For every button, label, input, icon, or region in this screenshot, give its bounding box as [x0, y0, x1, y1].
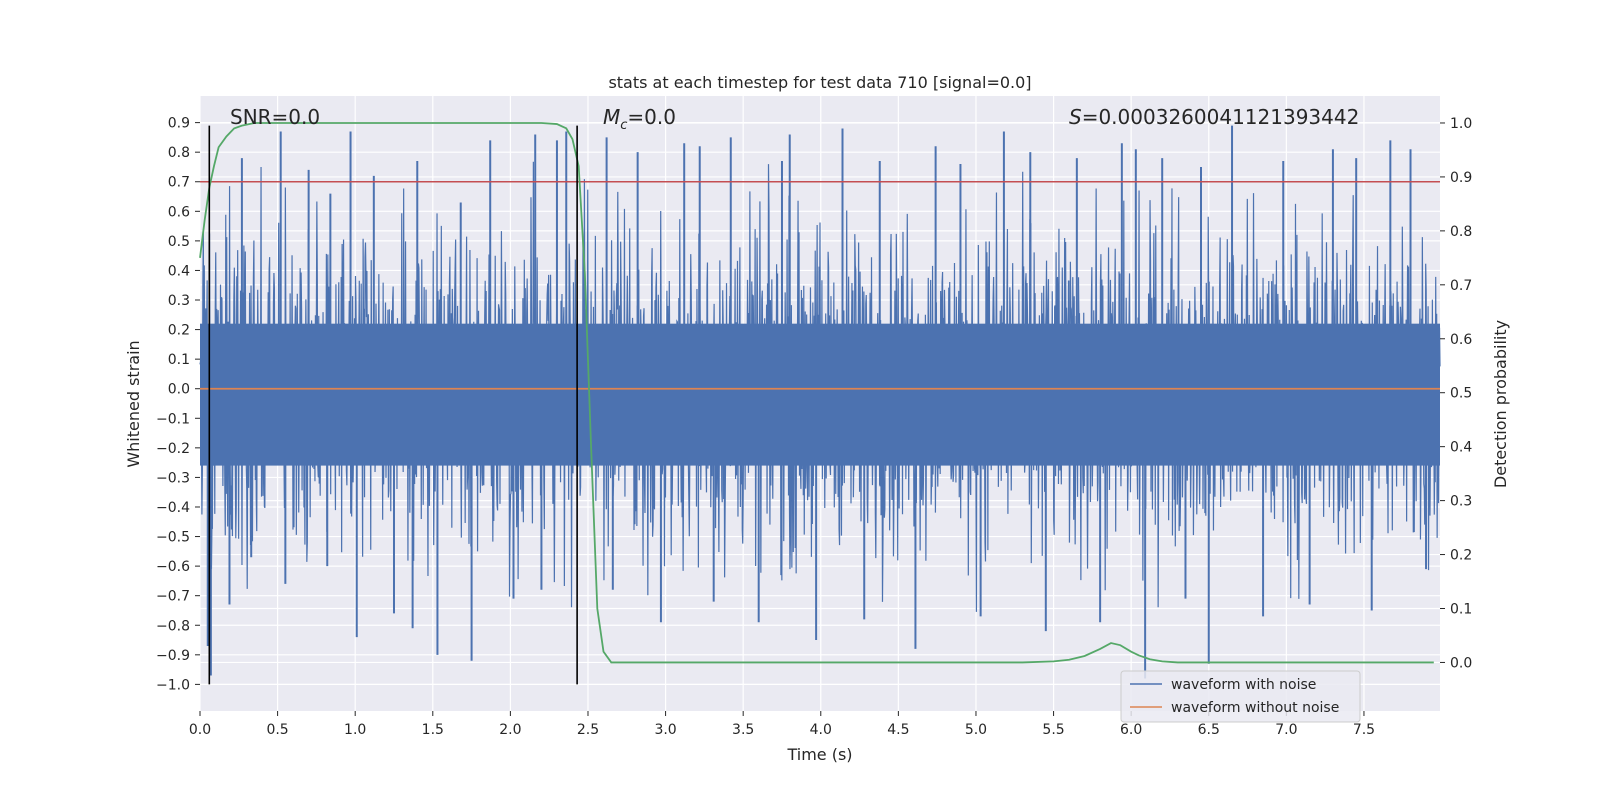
x-axis-title: Time (s): [786, 745, 852, 764]
y2-tick-label: 0.3: [1450, 494, 1472, 510]
y2-tick-label: 0.4: [1450, 440, 1472, 456]
x-tick-label: 6.0: [1120, 722, 1142, 738]
y-axis-left: 0.9 0.8 0.7 0.6 0.5 0.4 0.3 0.2 0.1 0.0 −0.1 −0.2 −0…: [156, 116, 200, 693]
x-tick-label: 4.5: [887, 722, 909, 738]
x-tick-label: 0.0: [189, 722, 211, 738]
x-tick-label: 3.5: [732, 722, 754, 738]
y-tick-label: −0.3: [156, 470, 190, 486]
y2-tick-label: 0.5: [1450, 386, 1472, 402]
y-tick-label: −0.7: [156, 589, 190, 605]
x-tick-label: 3.0: [654, 722, 676, 738]
y-tick-label: 0.5: [168, 234, 190, 250]
chirp-mass-annotation: Mc=0.0: [603, 105, 676, 133]
y-tick-label: −0.1: [156, 411, 190, 427]
y-tick-label: 0.1: [168, 352, 190, 368]
x-tick-label: 6.5: [1198, 722, 1220, 738]
snr-annotation: SNR=0.0: [230, 105, 320, 129]
y-tick-label: 0.3: [168, 293, 190, 309]
y-axis-right: 1.0 0.9 0.8 0.7 0.6 0.5 0.4 0.3 0.2 0.1 0.0: [1440, 116, 1472, 671]
x-tick-label: 7.0: [1275, 722, 1297, 738]
x-tick-label: 1.0: [344, 722, 366, 738]
y-tick-label: 0.2: [168, 323, 190, 339]
y2-tick-label: 0.0: [1450, 655, 1472, 671]
series-lines: [199, 122, 1440, 685]
s-symbol: S: [1069, 105, 1082, 129]
chirp-mass-subscript: c: [620, 118, 627, 133]
y-tick-label: −0.5: [156, 530, 190, 546]
y-tick-label: 0.4: [168, 263, 190, 279]
x-tick-label: 5.0: [965, 722, 987, 738]
s-annotation: S=0.00032600411213934​42: [1069, 105, 1359, 129]
y2-tick-label: 0.8: [1450, 224, 1472, 240]
y2-tick-label: 0.7: [1450, 278, 1472, 294]
x-tick-label: 2.0: [499, 722, 521, 738]
legend-label-without-noise: waveform without noise: [1171, 700, 1339, 716]
series-waveform-with-noise: [199, 125, 1441, 679]
waveform-with-noise-band: [200, 323, 1440, 466]
x-tick-label: 2.5: [577, 722, 599, 738]
y-tick-label: 0.7: [168, 175, 190, 191]
y2-tick-label: 0.2: [1450, 548, 1472, 564]
y-tick-label: −0.9: [156, 648, 190, 664]
y-tick-label: 0.6: [168, 204, 190, 220]
x-tick-label: 0.5: [266, 722, 288, 738]
y2-axis-title: Detection probability: [1491, 320, 1510, 488]
x-axis: 0.0 0.5 1.0 1.5 2.0 2.5 3.0 3.5 4.0 4.5 5.0 5.5 6.0 6…: [189, 711, 1375, 738]
legend-box: [1120, 670, 1361, 723]
y-tick-label: 0.8: [168, 145, 190, 161]
x-tick-label: 1.5: [422, 722, 444, 738]
y-tick-label: 0.0: [168, 382, 190, 398]
legend: waveform with noise waveform without noi…: [1120, 670, 1361, 723]
chart-title: stats at each timestep for test data 710…: [608, 73, 1031, 92]
y2-tick-label: 0.9: [1450, 170, 1472, 186]
y-tick-label: −0.8: [156, 618, 190, 634]
s-value: =0.00032600411213934​42: [1082, 105, 1360, 129]
legend-label-with-noise: waveform with noise: [1171, 677, 1316, 693]
x-tick-label: 4.0: [810, 722, 832, 738]
y2-tick-label: 0.1: [1450, 602, 1472, 618]
y-tick-label: −1.0: [156, 677, 190, 693]
y2-tick-label: 0.6: [1450, 332, 1472, 348]
y-axis-title: Whitened strain: [124, 340, 143, 467]
x-tick-label: 5.5: [1042, 722, 1064, 738]
chirp-mass-symbol: M: [603, 105, 620, 129]
chirp-mass-value: =0.0: [627, 105, 676, 129]
y-tick-label: 0.9: [168, 116, 190, 132]
y-tick-label: −0.4: [156, 500, 190, 516]
x-tick-label: 7.5: [1353, 722, 1375, 738]
y2-tick-label: 1.0: [1450, 116, 1472, 132]
detection-probability-line: [199, 122, 1434, 664]
y-tick-label: −0.2: [156, 441, 190, 457]
y-tick-label: −0.6: [156, 559, 190, 575]
